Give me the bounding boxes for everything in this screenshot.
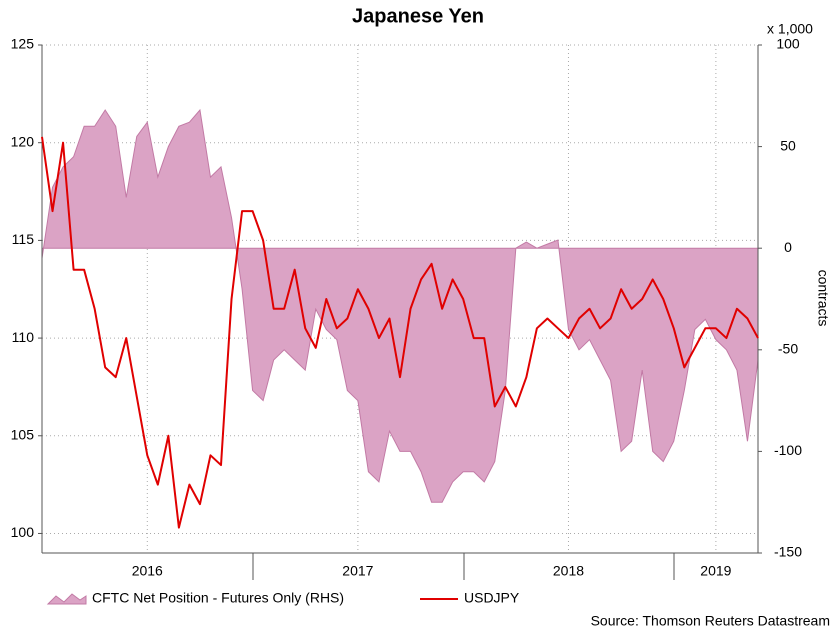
- area: [41, 108, 759, 503]
- y2-tick-label: -50: [778, 341, 798, 357]
- x-tick-label: 2017: [342, 563, 373, 579]
- y2-tick-label: 0: [784, 239, 792, 255]
- x-tick-label: 2018: [553, 563, 584, 579]
- y-tick-label: 115: [12, 231, 35, 247]
- y2-tick-label: -100: [774, 442, 802, 458]
- y-tick-label: 120: [11, 133, 35, 149]
- legend-label: USDJPY: [464, 590, 520, 606]
- legend-swatch-area: [46, 593, 87, 605]
- x-tick-label: 2019: [700, 563, 731, 579]
- y-tick-label: 110: [12, 329, 35, 345]
- y-tick-label: 105: [11, 426, 35, 442]
- y2-axis-label: contracts: [815, 270, 831, 327]
- y-tick-label: 125: [11, 36, 35, 52]
- y2-unit: x 1,000: [767, 21, 813, 37]
- y2-tick-label: 50: [780, 137, 796, 153]
- y2-tick-label: 100: [776, 36, 800, 52]
- y2-tick-label: -150: [774, 544, 802, 560]
- legend-label: CFTC Net Position - Futures Only (RHS): [92, 590, 344, 606]
- x-tick-label: 2016: [132, 563, 163, 579]
- y-tick-label: 100: [11, 524, 35, 540]
- chart-title: Japanese Yen: [352, 5, 484, 27]
- line: [41, 136, 759, 529]
- source-note: Source: Thomson Reuters Datastream: [591, 613, 830, 629]
- legend: CFTC Net Position - Futures Only (RHS) U…: [46, 590, 520, 606]
